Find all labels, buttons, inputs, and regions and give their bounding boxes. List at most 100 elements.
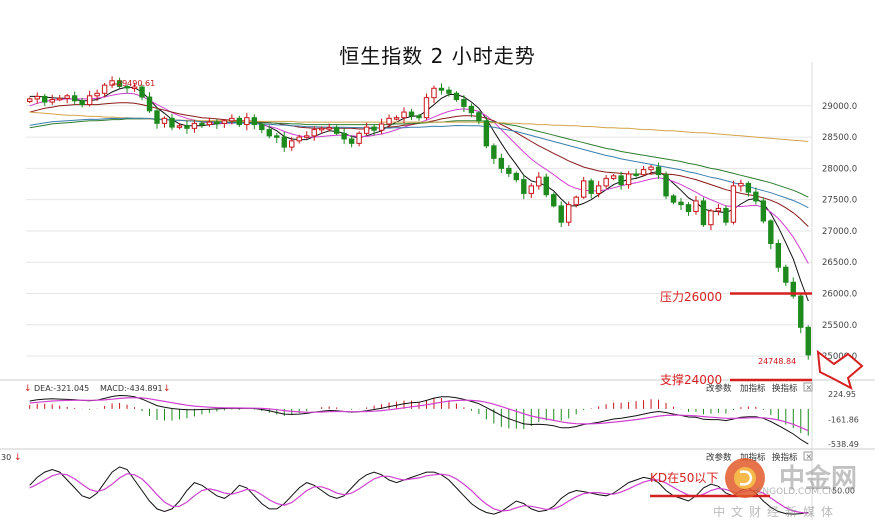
candle-body	[259, 124, 265, 131]
candle-body	[753, 191, 759, 202]
legend-dea: DEA:-321.045	[34, 384, 89, 393]
arrow-down-icon: ↓	[163, 384, 171, 394]
candle-body	[139, 86, 145, 98]
indicator-control-link[interactable]: 改参数	[706, 452, 732, 463]
logo-icon-mark	[739, 470, 753, 486]
moving-average-line	[29, 102, 809, 227]
candle-body	[760, 200, 767, 222]
candle-body	[438, 87, 445, 91]
low-price-label: 24748.84	[758, 357, 796, 366]
high-price-label: 29490.61	[117, 79, 155, 88]
y-tick-label: 27500.0	[822, 196, 857, 206]
candle-body	[356, 132, 362, 144]
annotations: 29490.61 24748.84 压力26000 支撑24000	[112, 79, 864, 390]
y-tick-label: 27000.0	[822, 227, 857, 237]
candle-body	[244, 117, 250, 126]
candle-body	[790, 281, 796, 297]
candle-body	[580, 180, 587, 198]
close-icon-glyph: ×	[806, 452, 813, 461]
dea-line	[29, 397, 809, 432]
candle-body	[393, 117, 400, 120]
candle-body	[723, 207, 729, 223]
indicator-control-link[interactable]: 加指标	[740, 383, 766, 394]
candle-body	[700, 200, 707, 226]
candle-body	[296, 136, 302, 142]
candle-body	[304, 135, 310, 138]
y-tick-label: 28000.0	[822, 164, 857, 174]
candle-body	[386, 117, 392, 125]
indicator-control-link[interactable]: 改参数	[706, 383, 732, 394]
candle-body	[56, 97, 63, 101]
indicator-control-link[interactable]: 换指标	[772, 383, 798, 394]
logo-icon-inner	[734, 467, 756, 489]
candle-body	[333, 127, 340, 134]
y-tick-label: 29000.0	[822, 102, 857, 112]
moving-average-line	[29, 92, 809, 264]
candle-body	[154, 110, 160, 124]
close-icon[interactable]	[803, 451, 813, 461]
watermark-url: CNGOLD.COM.CN	[756, 487, 835, 497]
candle-body	[101, 84, 108, 94]
candle-body	[221, 120, 228, 124]
candle-body	[558, 205, 564, 223]
macd-panel: ↓ DEA:-321.045 MACD:-434.891 ↓ 改参数 加指标 换指标 ×224…	[0, 379, 875, 449]
arrow-down-icon: ↓	[24, 384, 32, 394]
candle-body	[663, 174, 669, 197]
candle-body	[169, 117, 175, 128]
y-tick-label: 26000.0	[822, 290, 857, 300]
k-line	[29, 466, 809, 515]
candle-body	[363, 126, 370, 134]
indicator-control-link[interactable]: 换指标	[772, 452, 798, 463]
candle-body	[633, 173, 639, 177]
candle-body	[491, 145, 497, 159]
candle-body	[131, 86, 138, 90]
dif-line	[29, 394, 809, 445]
candle-body	[266, 129, 272, 137]
candle-body	[416, 115, 422, 119]
resistance-label: 压力26000	[660, 290, 722, 304]
candle-body	[431, 87, 437, 99]
candle-body	[341, 132, 347, 140]
candle-body	[79, 100, 85, 106]
candle-body	[408, 111, 415, 117]
candle-body	[146, 96, 153, 112]
candle-body	[603, 177, 609, 187]
candle-body	[214, 121, 220, 125]
candle-body	[745, 182, 752, 193]
candle-body	[521, 179, 527, 194]
candle-body	[798, 295, 804, 328]
kd-annotation: KD在50以下	[650, 471, 718, 485]
candle-body	[161, 117, 168, 124]
candle-body	[453, 92, 460, 101]
close-icon-glyph: ×	[806, 383, 813, 392]
candle-body	[566, 204, 572, 223]
indicator-control-link[interactable]: 加指标	[740, 452, 766, 463]
y-axes: 29000.0 28500.0 28000.0 27500.0 27000.0 26500…	[811, 62, 857, 520]
candle-body	[42, 95, 48, 103]
candle-body	[640, 169, 647, 176]
y-tick-label: -161.86	[828, 415, 859, 424]
candle-body	[124, 85, 130, 89]
candle-body	[191, 122, 198, 129]
watermark-name: 中金网	[778, 464, 857, 494]
candle-body	[468, 105, 475, 114]
candle-body	[71, 95, 78, 102]
candle-body	[86, 95, 93, 106]
candle-body	[199, 122, 205, 126]
candle-body	[184, 125, 190, 129]
candle-body	[476, 112, 482, 122]
candle-body	[678, 201, 684, 206]
moving-average-line	[29, 118, 809, 198]
candle-body	[708, 210, 714, 226]
y-tick-label: -538.49	[828, 440, 859, 449]
watermark-sub: 中文财经新媒体	[712, 505, 839, 519]
close-icon[interactable]	[803, 382, 813, 392]
candle-body	[94, 92, 100, 97]
candle-body	[528, 185, 534, 194]
candle-body	[506, 167, 512, 174]
candle-body	[768, 220, 774, 244]
candle-body	[109, 80, 115, 86]
candle-body	[685, 204, 692, 213]
down-arrow-icon	[816, 349, 864, 390]
